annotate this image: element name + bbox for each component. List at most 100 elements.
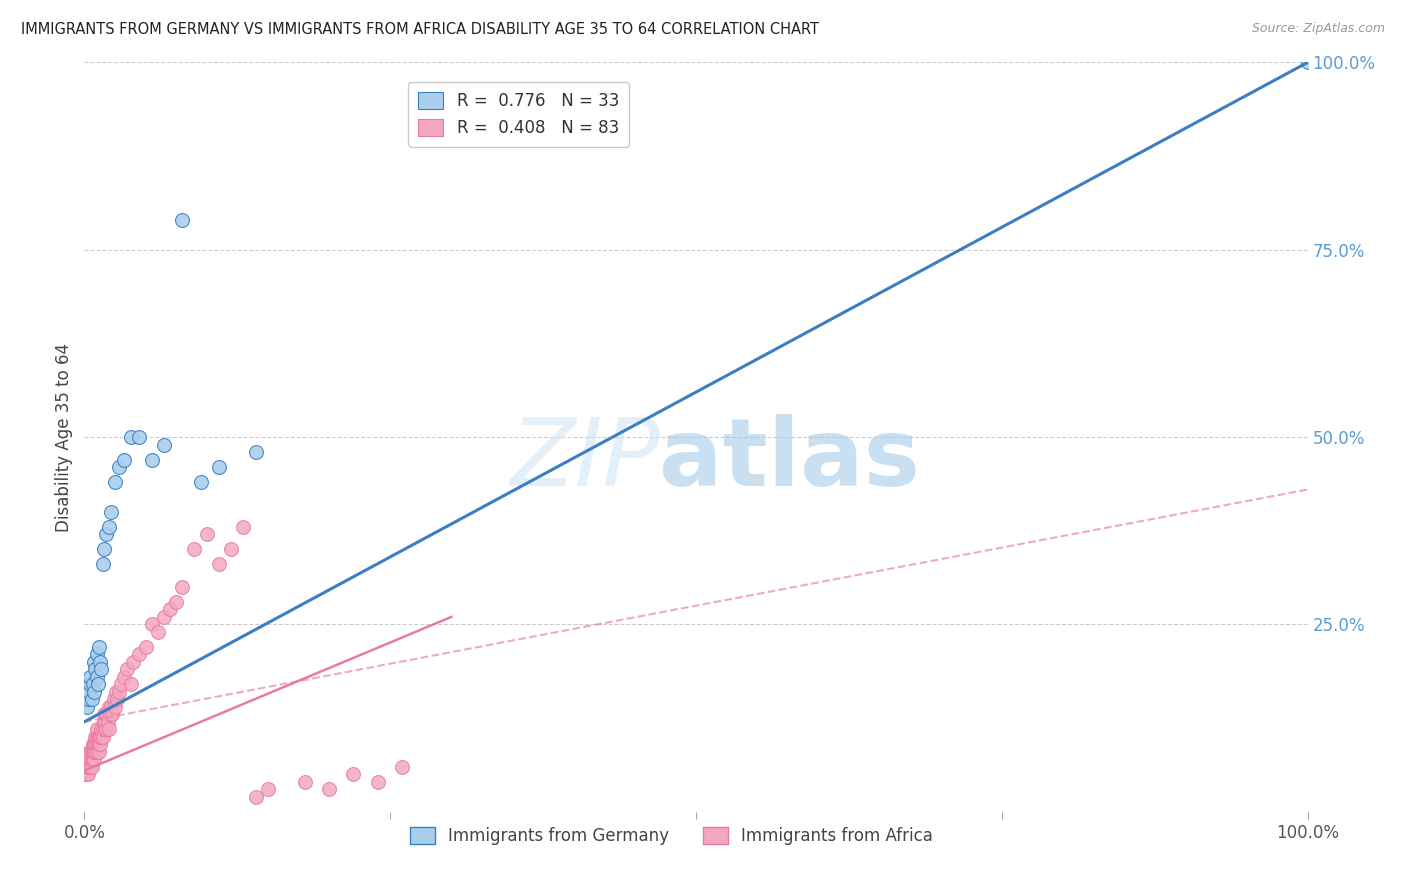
Point xyxy=(190,475,212,489)
Point xyxy=(90,662,112,676)
Point xyxy=(208,558,231,572)
Point xyxy=(97,723,120,737)
Point xyxy=(245,789,267,804)
Point xyxy=(80,760,103,774)
Text: IMMIGRANTS FROM GERMANY VS IMMIGRANTS FROM AFRICA DISABILITY AGE 35 TO 64 CORREL: IMMIGRANTS FROM GERMANY VS IMMIGRANTS FR… xyxy=(21,22,820,37)
Point xyxy=(82,677,104,691)
Point xyxy=(112,670,135,684)
Point xyxy=(107,685,129,699)
Point xyxy=(96,707,118,722)
Point xyxy=(79,670,101,684)
Point xyxy=(87,730,110,744)
Point xyxy=(208,460,231,475)
Point xyxy=(105,685,128,699)
Text: ZIP: ZIP xyxy=(509,414,659,505)
Point xyxy=(105,692,128,706)
Point xyxy=(77,692,100,706)
Point xyxy=(100,505,122,519)
Point xyxy=(153,610,176,624)
Point xyxy=(77,752,100,766)
Point xyxy=(76,752,98,766)
Point xyxy=(141,617,163,632)
Point xyxy=(104,699,127,714)
Point xyxy=(120,677,142,691)
Point xyxy=(391,760,413,774)
Point xyxy=(79,677,101,691)
Point xyxy=(86,670,108,684)
Point xyxy=(87,730,110,744)
Point xyxy=(86,648,108,662)
Point xyxy=(367,774,389,789)
Text: Source: ZipAtlas.com: Source: ZipAtlas.com xyxy=(1251,22,1385,36)
Point xyxy=(93,714,115,729)
Point xyxy=(294,774,316,789)
Point xyxy=(89,730,111,744)
Point xyxy=(183,542,205,557)
Point xyxy=(120,430,142,444)
Point xyxy=(82,752,104,766)
Legend: Immigrants from Germany, Immigrants from Africa: Immigrants from Germany, Immigrants from… xyxy=(404,821,939,852)
Point xyxy=(80,745,103,759)
Point xyxy=(93,542,115,557)
Point xyxy=(75,760,97,774)
Point xyxy=(97,714,120,729)
Point xyxy=(97,699,120,714)
Point xyxy=(77,685,100,699)
Point xyxy=(90,723,112,737)
Point xyxy=(86,730,108,744)
Point xyxy=(318,782,340,797)
Point xyxy=(89,655,111,669)
Point xyxy=(172,580,194,594)
Point xyxy=(77,760,100,774)
Point xyxy=(122,655,145,669)
Point xyxy=(87,640,110,654)
Point xyxy=(86,745,108,759)
Y-axis label: Disability Age 35 to 64: Disability Age 35 to 64 xyxy=(55,343,73,532)
Point xyxy=(84,662,107,676)
Point xyxy=(83,745,105,759)
Point xyxy=(141,452,163,467)
Point xyxy=(159,602,181,616)
Point xyxy=(84,745,107,759)
Point xyxy=(87,737,110,751)
Point xyxy=(91,558,114,572)
Point xyxy=(107,460,129,475)
Point xyxy=(96,527,118,541)
Point xyxy=(83,752,105,766)
Point xyxy=(103,692,125,706)
Point xyxy=(165,595,187,609)
Point xyxy=(98,707,121,722)
Point xyxy=(82,745,104,759)
Point xyxy=(153,437,176,451)
Point xyxy=(101,707,124,722)
Point xyxy=(89,737,111,751)
Point xyxy=(75,767,97,781)
Point xyxy=(77,767,100,781)
Point xyxy=(87,677,110,691)
Point xyxy=(82,737,104,751)
Point xyxy=(80,752,103,766)
Point xyxy=(76,699,98,714)
Point xyxy=(96,723,118,737)
Point xyxy=(115,662,138,676)
Point xyxy=(195,527,218,541)
Point xyxy=(94,714,117,729)
Point xyxy=(104,475,127,489)
Point xyxy=(77,745,100,759)
Point xyxy=(91,730,114,744)
Text: atlas: atlas xyxy=(659,414,921,506)
Point xyxy=(110,677,132,691)
Point xyxy=(219,542,242,557)
Point xyxy=(86,723,108,737)
Point xyxy=(76,767,98,781)
Point xyxy=(83,655,105,669)
Point xyxy=(77,752,100,766)
Point xyxy=(232,520,254,534)
Point xyxy=(128,648,150,662)
Point xyxy=(87,737,110,751)
Point xyxy=(83,685,105,699)
Point xyxy=(79,752,101,766)
Point xyxy=(91,723,114,737)
Point xyxy=(79,745,101,759)
Point xyxy=(128,430,150,444)
